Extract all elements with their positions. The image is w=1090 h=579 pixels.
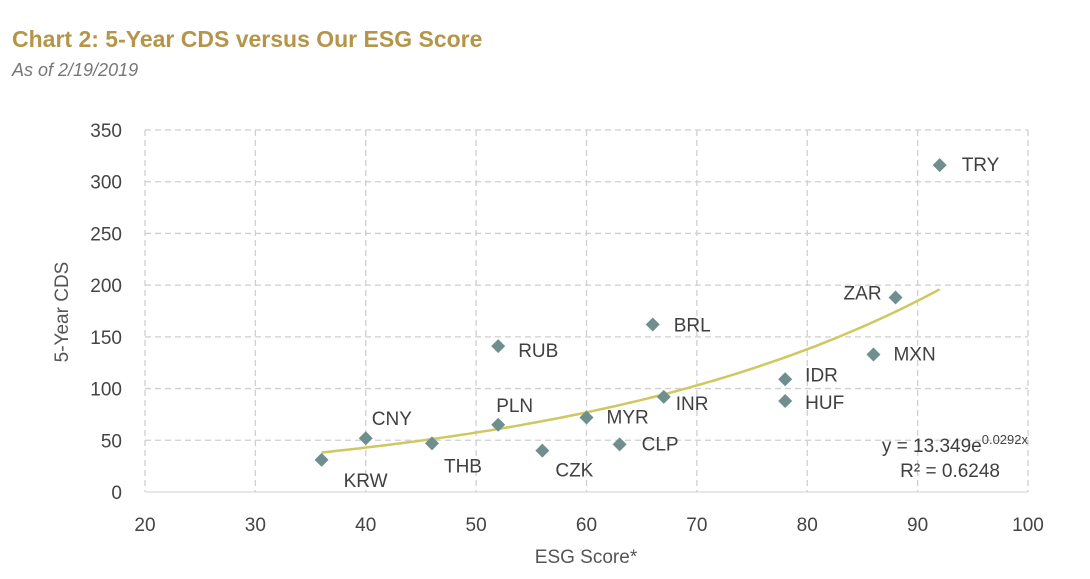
point-label-myr: MYR xyxy=(607,408,649,429)
data-point-mxn xyxy=(866,347,881,362)
data-point-brl xyxy=(645,317,660,332)
x-tick-label: 60 xyxy=(576,515,597,536)
chart-subtitle: As of 2/19/2019 xyxy=(12,60,139,80)
data-point-idr xyxy=(778,372,793,387)
y-tick-label: 100 xyxy=(90,380,122,401)
point-label-czk: CZK xyxy=(555,461,593,482)
x-tick-label: 20 xyxy=(134,515,155,536)
chart-title: Chart 2: 5-Year CDS versus Our ESG Score xyxy=(12,26,483,52)
y-axis-title: 5-Year CDS xyxy=(52,262,73,363)
point-label-rub: RUB xyxy=(518,341,558,362)
y-axis-ticks: 0 50 100 150 200 250 300 350 xyxy=(90,121,122,504)
y-tick-label: 250 xyxy=(90,224,122,245)
point-label-clp: CLP xyxy=(642,434,679,455)
point-label-mxn: MXN xyxy=(893,344,935,365)
data-point-inr xyxy=(656,389,671,404)
y-tick-label: 150 xyxy=(90,328,122,349)
data-point-huf xyxy=(778,393,793,408)
x-axis-ticks: 20 30 40 50 60 70 80 90 100 xyxy=(134,515,1043,536)
x-tick-label: 40 xyxy=(355,515,376,536)
point-label-zar: ZAR xyxy=(844,284,882,305)
data-point-thb xyxy=(424,436,439,451)
data-point-try xyxy=(932,158,947,173)
data-point-rub xyxy=(491,339,506,354)
equation-base: y = 13.349e xyxy=(882,436,982,457)
x-tick-label: 70 xyxy=(686,515,707,536)
data-point-krw xyxy=(314,452,329,467)
x-axis-title: ESG Score* xyxy=(535,547,638,568)
point-label-thb: THB xyxy=(444,456,482,477)
x-tick-label: 30 xyxy=(245,515,266,536)
trendline xyxy=(321,288,941,454)
data-point-myr xyxy=(579,410,594,425)
point-label-huf: HUF xyxy=(805,393,844,414)
data-point-pln xyxy=(491,417,506,432)
data-point-czk xyxy=(535,443,550,458)
point-label-krw: KRW xyxy=(344,471,388,492)
y-tick-label: 300 xyxy=(90,173,122,194)
y-tick-label: 350 xyxy=(90,121,122,142)
point-label-brl: BRL xyxy=(674,315,711,336)
y-tick-label: 50 xyxy=(101,431,122,452)
point-labels: KRW CNY THB PLN RUB CZK MYR CLP BRL INR IDR HUF MXN Z… xyxy=(344,155,1000,492)
x-tick-label: 50 xyxy=(466,515,487,536)
r-squared-text: R² = 0.6248 xyxy=(900,461,1000,482)
point-label-pln: PLN xyxy=(496,396,533,417)
point-label-cny: CNY xyxy=(372,409,412,430)
point-label-try: TRY xyxy=(962,155,1000,176)
y-tick-label: 200 xyxy=(90,276,122,297)
y-tick-label: 0 xyxy=(111,483,122,504)
point-label-inr: INR xyxy=(676,394,709,415)
data-point-cny xyxy=(358,431,373,446)
data-point-zar xyxy=(888,290,903,305)
point-label-idr: IDR xyxy=(805,365,838,386)
equation-exponent: 0.0292x xyxy=(982,432,1029,447)
data-point-clp xyxy=(612,437,627,452)
x-tick-label: 80 xyxy=(797,515,818,536)
x-tick-label: 90 xyxy=(907,515,928,536)
trendline-equation: y = 13.349e0.0292x xyxy=(882,432,1029,457)
data-points xyxy=(314,158,947,467)
x-tick-label: 100 xyxy=(1012,515,1044,536)
